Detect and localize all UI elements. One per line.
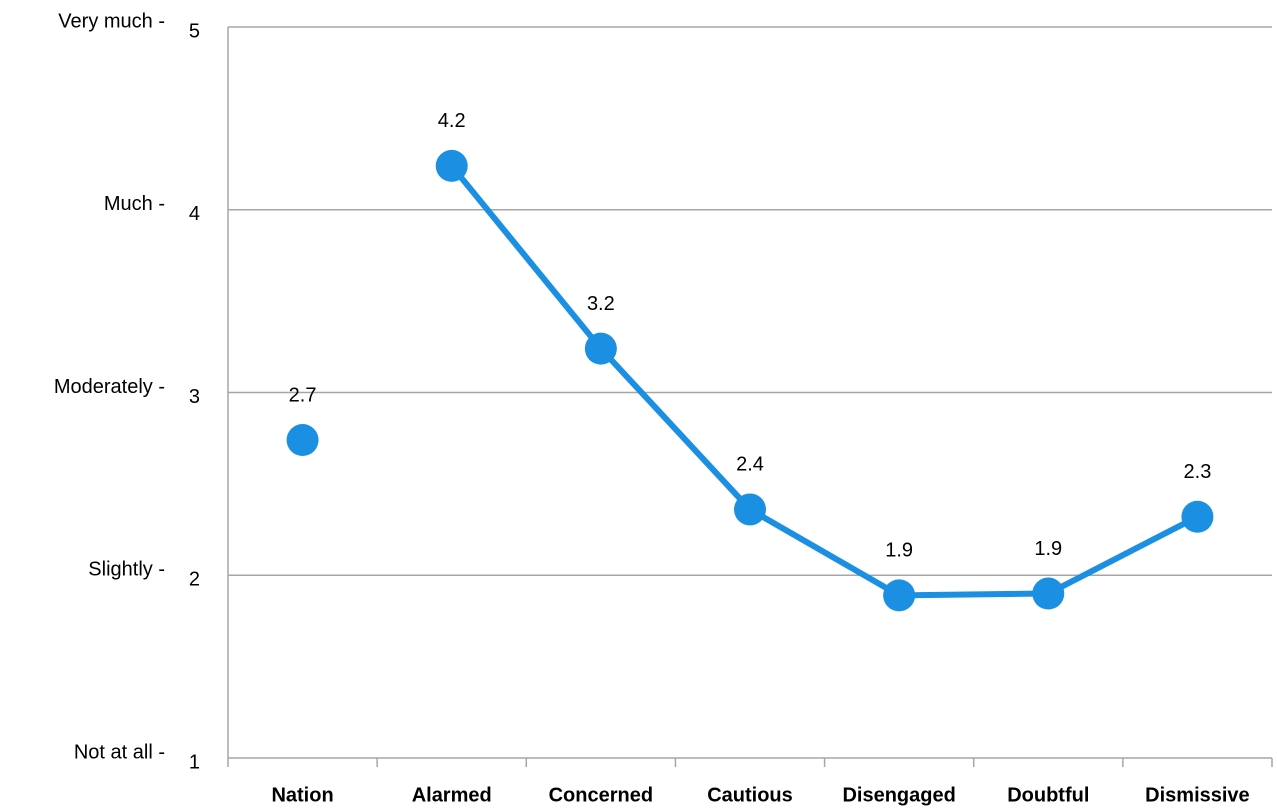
point	[734, 493, 766, 526]
y-tick-label: 4	[189, 203, 200, 225]
data-label: 2.7	[289, 384, 317, 406]
point	[883, 579, 916, 612]
data-label: 2.3	[1184, 461, 1212, 483]
data-label: 3.2	[587, 293, 615, 315]
x-tick-label: Disengaged	[842, 784, 955, 806]
x-tick-label: Alarmed	[412, 784, 492, 806]
y-scale-label: Not at all -	[74, 741, 165, 763]
y-tick-label: 1	[189, 751, 200, 773]
y-scale-label: Very much -	[58, 10, 165, 32]
data-label: 2.4	[736, 454, 764, 476]
y-tick-label: 3	[189, 386, 200, 408]
x-tick-label: Concerned	[549, 784, 653, 806]
y-tick-label: 5	[189, 20, 200, 42]
x-tick-label: Cautious	[707, 784, 793, 806]
point	[584, 332, 617, 365]
data-label: 1.9	[885, 540, 913, 562]
point	[435, 149, 468, 182]
y-scale-label: Much -	[104, 193, 165, 215]
y-scale-label: Slightly -	[88, 559, 165, 581]
point	[1181, 500, 1214, 533]
data-label: 1.9	[1034, 538, 1062, 560]
point	[286, 424, 319, 457]
x-tick-label: Nation	[271, 784, 333, 806]
data-label: 4.2	[438, 110, 466, 132]
series-line	[449, 163, 1199, 599]
y-tick-label: 2	[189, 569, 200, 591]
x-tick-label: Doubtful	[1007, 784, 1089, 806]
x-tick-label: Dismissive	[1145, 784, 1250, 806]
y-scale-label: Moderately -	[54, 376, 165, 398]
point	[1032, 577, 1065, 610]
